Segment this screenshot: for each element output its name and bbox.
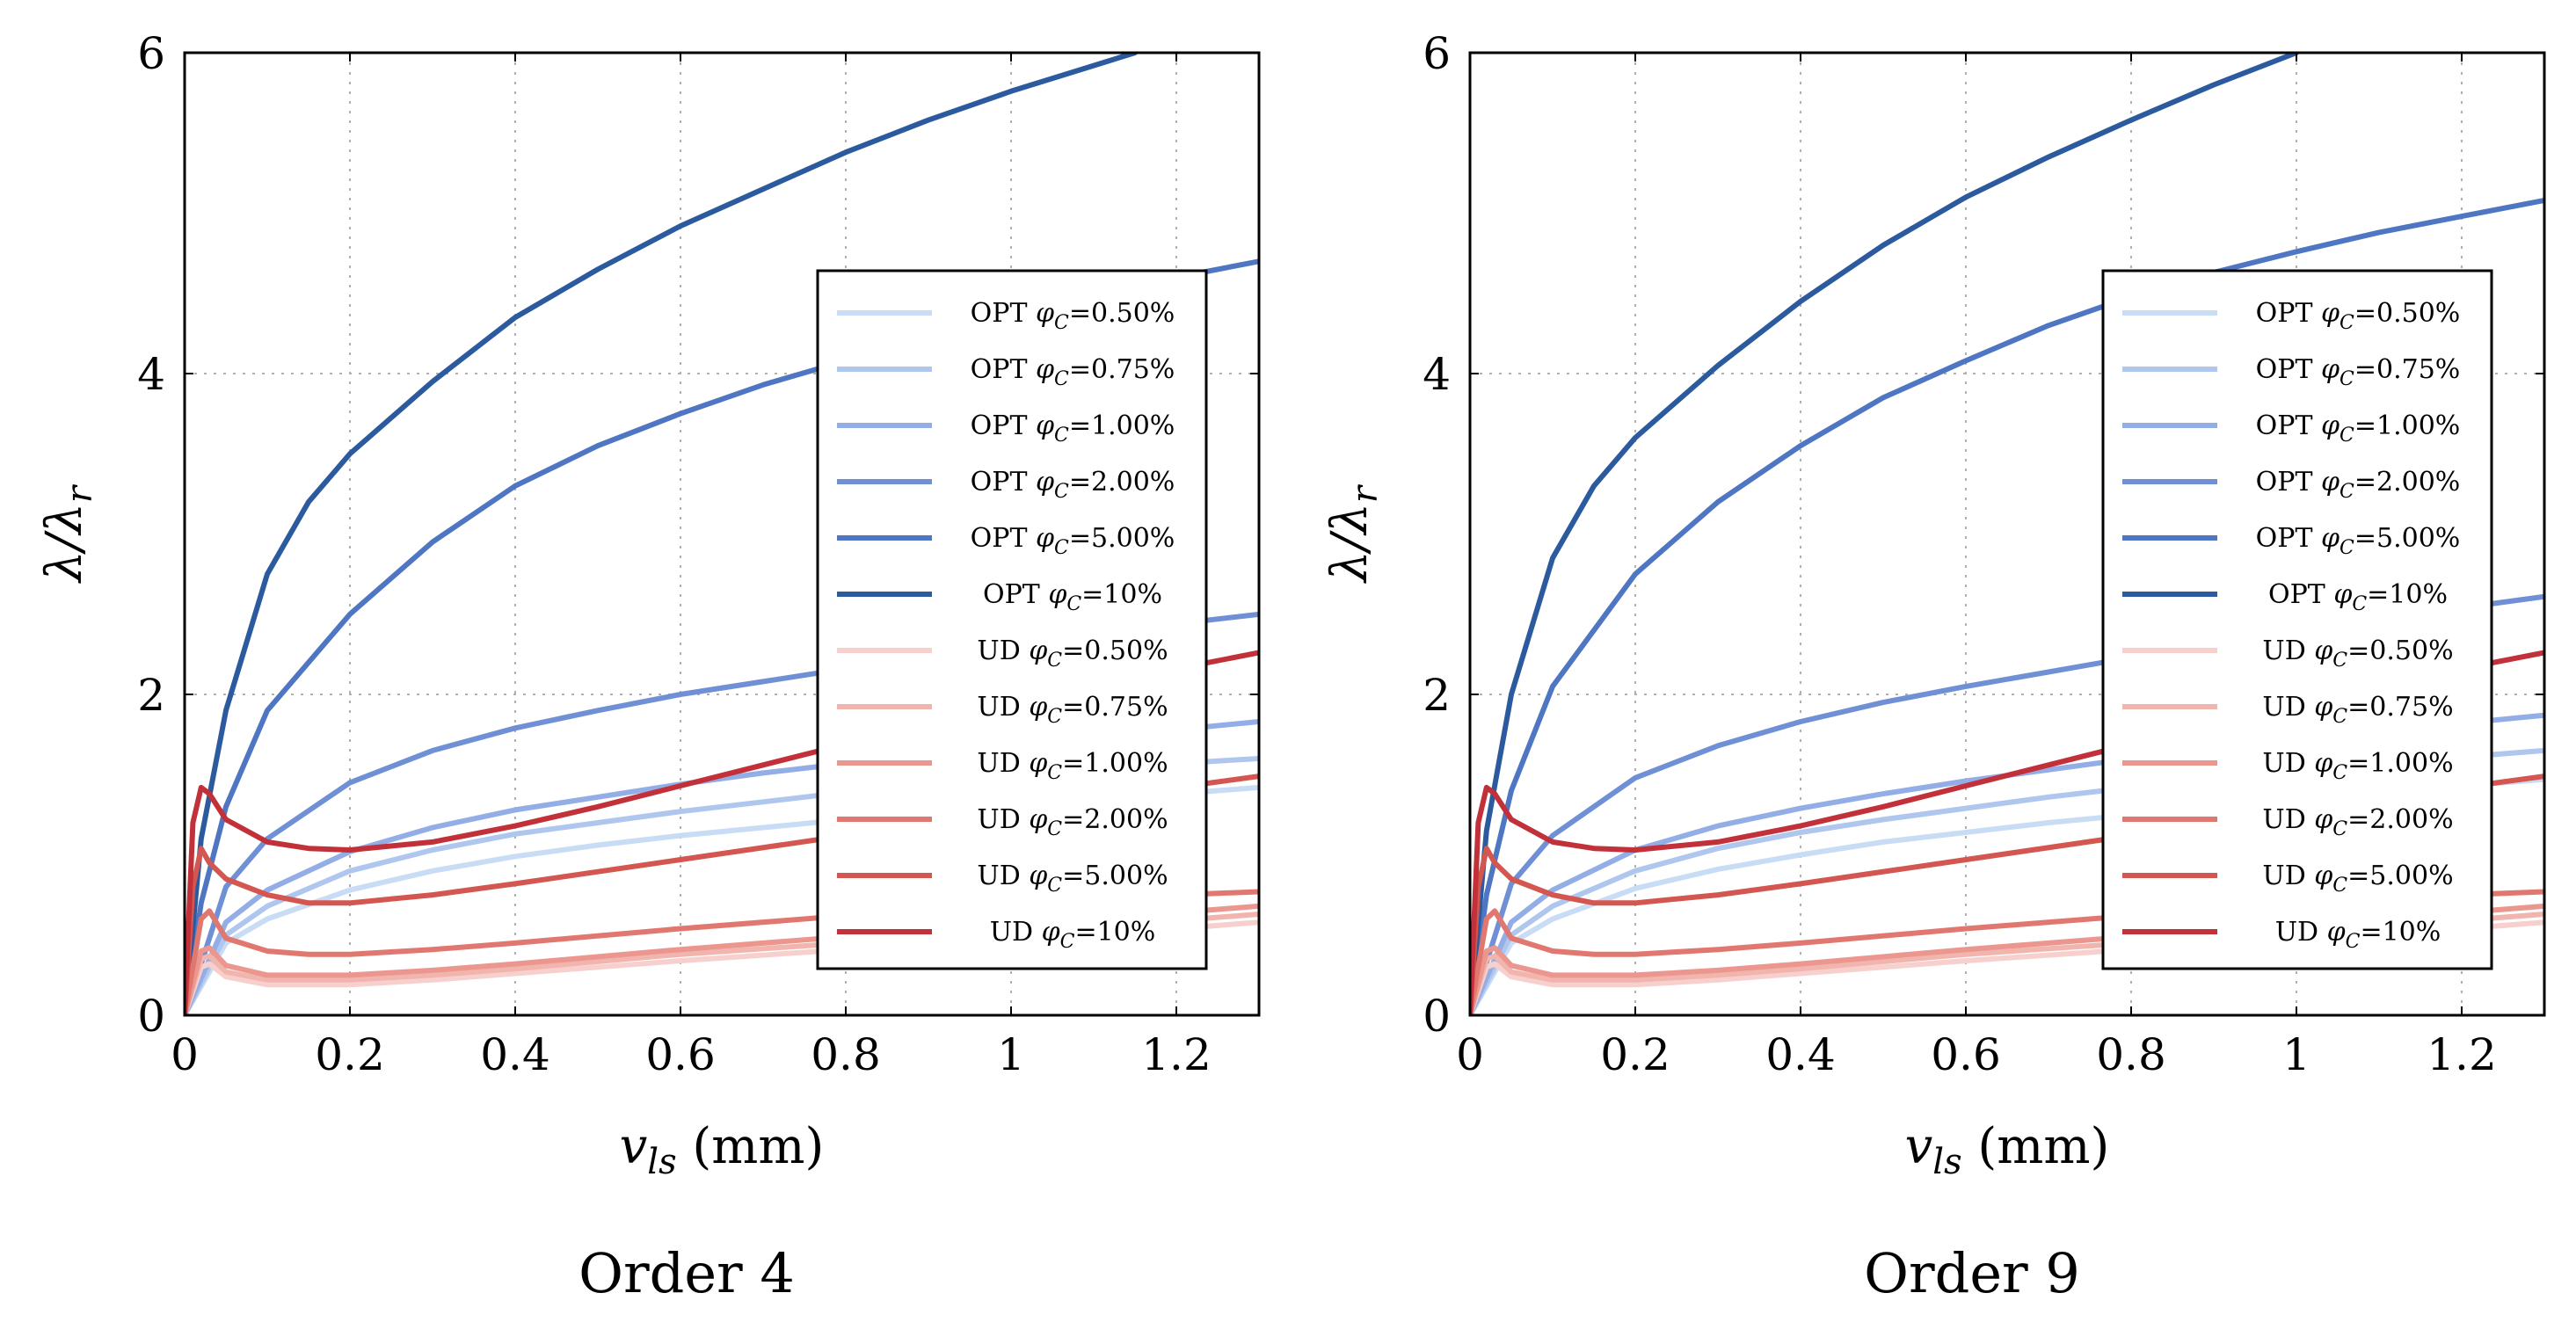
y-tick-label: 0 — [137, 991, 165, 1042]
x-tick-label: 0.2 — [1600, 1029, 1670, 1080]
legend-label: OPT φC=10% — [2268, 579, 2448, 615]
legend-label: UD φC=1.00% — [977, 748, 1168, 784]
x-tick-label: 0.2 — [315, 1029, 385, 1080]
legend-label: OPT φC=0.75% — [2256, 354, 2461, 390]
series-line-5 — [1470, 197, 2544, 1015]
legend-label: OPT φC=2.00% — [971, 467, 1175, 503]
x-tick-label: 0 — [171, 1029, 199, 1080]
x-axis-label: vls (mm) — [1905, 1118, 2110, 1182]
legend-label: OPT φC=0.50% — [2256, 298, 2461, 334]
legend-label: UD φC=0.50% — [977, 636, 1168, 672]
x-tick-label: 0.6 — [645, 1029, 716, 1080]
legend-label: OPT φC=1.00% — [971, 410, 1175, 447]
legend-label: OPT φC=5.00% — [2256, 523, 2461, 559]
plot-frame — [1468, 51, 2546, 1017]
y-tick-label: 4 — [137, 349, 165, 400]
x-tick-label: 0.8 — [811, 1029, 881, 1080]
legend-label: UD φC=0.75% — [977, 692, 1168, 728]
y-axis-label: λ/λr — [1321, 483, 1386, 584]
legend-label: OPT φC=5.00% — [971, 523, 1175, 559]
x-tick-label: 0.4 — [1765, 1029, 1836, 1080]
x-tick-label: 0.8 — [2096, 1029, 2166, 1080]
legend-label: UD φC=10% — [2275, 917, 2441, 953]
legend-label: UD φC=1.00% — [2262, 748, 2453, 784]
y-axis-label: λ/λr — [36, 483, 100, 584]
chart-panel-1: 0 0.2 0.4 0.6 0.8 1 1.2 0 2 4 6 vls (mm) λ/λr OPT φC=… — [36, 28, 1261, 1305]
legend-label: OPT φC=10% — [983, 579, 1162, 615]
legend-label: OPT φC=1.00% — [2256, 410, 2461, 447]
x-tick-label: 0.4 — [480, 1029, 550, 1080]
plot-frame — [183, 51, 1261, 1017]
x-axis-label: vls (mm) — [620, 1118, 825, 1182]
y-tick-label: 2 — [137, 670, 165, 721]
legend-label: UD φC=5.00% — [977, 861, 1168, 897]
legend: OPT φC=0.50% OPT φC=0.75% OPT φC=1.00% OPT … — [2101, 269, 2493, 970]
y-tick-label: 6 — [1423, 28, 1451, 79]
x-tick-label: 1.2 — [1141, 1029, 1212, 1080]
subfigure-caption: Order 9 — [1864, 1241, 2080, 1305]
y-tick-label: 4 — [1423, 349, 1451, 400]
x-tick-label: 1.2 — [2427, 1029, 2497, 1080]
legend-label: UD φC=10% — [990, 917, 1156, 953]
x-tick-label: 1 — [997, 1029, 1025, 1080]
y-tick-label: 0 — [1423, 991, 1451, 1042]
series-line-6 — [1470, 53, 2299, 1015]
legend-label: OPT φC=0.75% — [971, 354, 1175, 390]
legend-label: UD φC=0.75% — [2262, 692, 2453, 728]
series-line-6 — [185, 53, 1138, 1015]
x-tick-label: 0.6 — [1931, 1029, 2001, 1080]
legend-label: UD φC=0.50% — [2262, 636, 2453, 672]
legend-label: OPT φC=2.00% — [2256, 467, 2461, 503]
legend-label: UD φC=2.00% — [977, 804, 1168, 840]
legend-box — [2101, 269, 2493, 970]
legend: OPT φC=0.50% OPT φC=0.75% OPT φC=1.00% OPT … — [816, 269, 1208, 970]
x-tick-label: 1 — [2282, 1029, 2310, 1080]
legend-label: UD φC=5.00% — [2262, 861, 2453, 897]
y-tick-label: 2 — [1423, 670, 1451, 721]
subfigure-caption: Order 4 — [579, 1241, 795, 1305]
legend-label: UD φC=2.00% — [2262, 804, 2453, 840]
legend-box — [816, 269, 1208, 970]
x-tick-label: 0 — [1456, 1029, 1484, 1080]
y-tick-label: 6 — [137, 28, 165, 79]
legend-label: OPT φC=0.50% — [971, 298, 1175, 334]
chart-panel-2: 0 0.2 0.4 0.6 0.8 1 1.2 0 2 4 6 vls (mm) λ/λr OPT φC=… — [1321, 28, 2546, 1305]
